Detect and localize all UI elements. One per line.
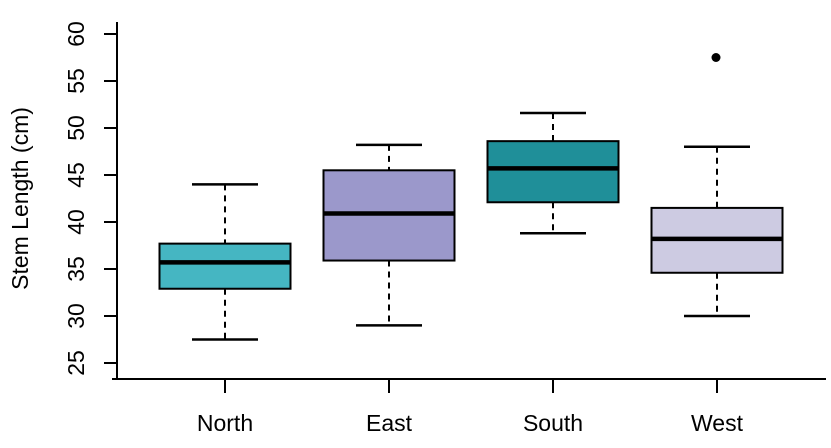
x-category-label-east: East: [366, 410, 413, 436]
y-tick-label: 60: [63, 21, 89, 47]
box-north: [158, 242, 292, 290]
y-axis-title: Stem Length (cm): [7, 107, 33, 290]
y-tick-label: 40: [63, 209, 89, 235]
x-category-label-west: West: [691, 410, 744, 436]
x-category-label-north: North: [197, 410, 253, 436]
box-south: [486, 140, 620, 204]
y-tick-label: 55: [63, 68, 89, 94]
x-category-label-south: South: [523, 410, 583, 436]
y-tick-label: 35: [63, 256, 89, 282]
y-tick-label: 25: [63, 350, 89, 376]
y-tick-label: 30: [63, 303, 89, 329]
outlier-point-west: [711, 53, 721, 62]
y-tick-label: 50: [63, 115, 89, 141]
y-tick-label: 45: [63, 162, 89, 188]
